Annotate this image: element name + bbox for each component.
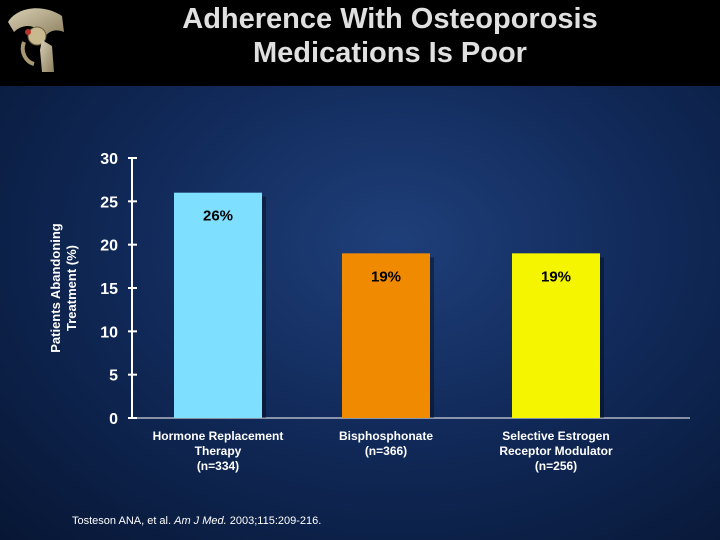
y-axis-label-line: Treatment (%) bbox=[64, 245, 79, 331]
bar-group: 19% bbox=[342, 253, 434, 418]
citation-journal: Am J Med. bbox=[174, 515, 227, 527]
y-tick-label: 5 bbox=[109, 368, 118, 385]
hip-joint-bone-icon bbox=[8, 8, 64, 72]
y-tick-label: 10 bbox=[100, 324, 118, 341]
bar bbox=[512, 253, 600, 418]
citation: Tosteson ANA, et al. Am J Med. 2003;115:… bbox=[72, 515, 321, 527]
slide-title: Adherence With Osteoporosis Medications … bbox=[90, 2, 690, 70]
x-category-label: Selective Estrogen bbox=[502, 429, 609, 443]
y-axis: 0 5 10 15 20 25 30 bbox=[100, 151, 690, 428]
bar-group: 26% bbox=[174, 192, 266, 418]
citation-authors: Tosteson ANA, et al. bbox=[72, 515, 172, 527]
data-label: 19% bbox=[371, 268, 401, 285]
title-bar bbox=[0, 0, 720, 86]
citation-details: 2003;115:209-216. bbox=[229, 515, 322, 527]
y-tick-label: 20 bbox=[100, 238, 118, 255]
y-tick-label: 30 bbox=[100, 151, 118, 168]
x-category-label: (n=256) bbox=[535, 459, 577, 473]
x-category-label: Therapy bbox=[195, 444, 242, 458]
bar bbox=[342, 253, 430, 418]
x-category-label: (n=334) bbox=[197, 459, 239, 473]
bars: 26% 19% 19% bbox=[174, 192, 604, 418]
x-category-label: (n=366) bbox=[365, 444, 407, 458]
bar-group: 19% bbox=[512, 253, 604, 418]
data-label: 26% bbox=[203, 208, 233, 225]
x-category-label: Receptor Modulator bbox=[499, 444, 613, 458]
y-tick-label: 25 bbox=[100, 194, 118, 211]
data-label: 19% bbox=[541, 268, 571, 285]
y-tick-label: 15 bbox=[100, 281, 118, 298]
title-line-2: Medications Is Poor bbox=[253, 37, 527, 69]
x-category-label: Hormone Replacement bbox=[153, 429, 284, 443]
y-axis-label: Patients Abandoning Treatment (%) bbox=[48, 223, 79, 353]
title-line-1: Adherence With Osteoporosis bbox=[182, 3, 598, 35]
bar bbox=[174, 192, 262, 418]
y-tick-label: 0 bbox=[109, 411, 118, 428]
y-axis-label-line: Patients Abandoning bbox=[48, 223, 63, 353]
x-category-label: Bisphosphonate bbox=[339, 429, 433, 443]
